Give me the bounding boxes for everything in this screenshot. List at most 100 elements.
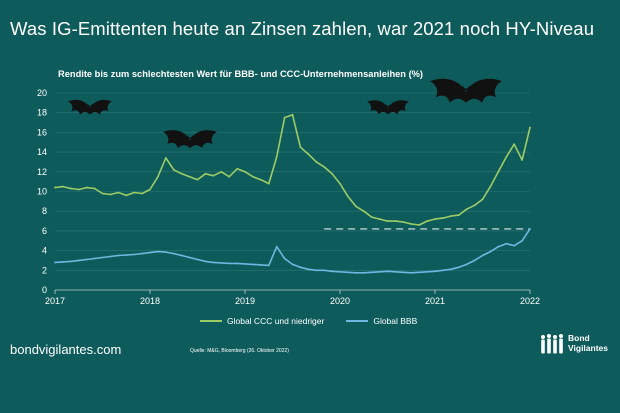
people-logo-icon [541,334,563,354]
data-point-bbb [252,263,254,266]
source-note: Quelle: M&G, Bloomberg (26. Oktober 2022… [190,348,289,354]
data-point-ccc [212,174,215,177]
data-point-bbb [85,258,88,261]
data-point-ccc [101,192,104,195]
data-point-bbb [149,251,151,254]
y-tick-label: 12 [37,167,47,177]
data-point-ccc [244,170,246,173]
data-point-ccc [426,220,428,222]
data-point-bbb [133,253,136,256]
data-point-ccc [465,208,468,211]
data-point-ccc [315,161,318,163]
data-point-ccc [354,205,357,208]
data-point-bbb [125,254,128,256]
data-point-ccc [347,195,349,198]
data-point-bbb [442,269,444,272]
data-point-ccc [513,143,516,146]
data-point-ccc [77,188,80,191]
data-point-ccc [228,175,231,178]
data-point-ccc [125,194,128,197]
data-point-ccc [164,157,167,159]
data-point-ccc [259,178,262,181]
data-point-bbb [347,271,349,274]
legend-item-bbb: Global BBB [346,316,417,326]
data-point-ccc [109,193,112,196]
data-point-bbb [521,239,523,242]
data-point-ccc [133,191,136,194]
series-line-ccc [54,113,531,226]
x-tick-label: 2017 [45,296,65,306]
data-point-bbb [315,269,318,272]
data-point-ccc [172,168,175,171]
data-point-bbb [505,242,508,245]
data-point-ccc [220,170,223,173]
y-tick-label: 4 [42,246,47,256]
data-point-ccc [442,217,444,219]
bat-icon [163,130,217,149]
data-point-bbb [62,261,64,263]
bat-icon [430,78,502,103]
y-tick-label: 16 [37,127,47,137]
data-point-ccc [85,186,88,189]
logo-text-line1: Bond [568,333,590,343]
y-tick-label: 20 [37,88,47,98]
data-point-ccc [449,215,452,218]
data-point-ccc [69,187,72,190]
data-point-ccc [473,204,476,207]
data-point-bbb [180,254,183,257]
data-point-ccc [283,116,286,119]
data-point-bbb [394,270,397,273]
bond-vigilantes-logo: Bond Vigilantes [540,333,610,357]
data-point-bbb [481,254,484,257]
data-point-bbb [402,271,405,274]
data-point-ccc [339,182,341,185]
data-point-bbb [418,271,421,274]
data-point-bbb [307,268,310,271]
data-point-ccc [481,198,484,201]
data-point-bbb [370,271,373,274]
data-point-bbb [93,257,96,260]
y-tick-label: 6 [42,226,47,236]
x-tick-label: 2020 [330,296,350,306]
data-point-bbb [172,252,175,255]
data-point-bbb [259,263,262,266]
data-point-ccc [410,223,413,225]
data-point-bbb [457,266,460,269]
data-point-ccc [236,167,238,170]
page-headline: Was IG-Emittenten heute an Zinsen zahlen… [10,18,595,39]
data-point-bbb [299,266,302,269]
data-point-ccc [299,146,302,149]
data-point-bbb [513,244,516,247]
data-point-ccc [489,185,492,188]
bat-icon [68,99,112,115]
legend-label-ccc: Global CCC und niedriger [227,316,325,326]
data-point-bbb [323,269,326,272]
data-point-bbb [410,271,413,274]
data-point-bbb [378,270,381,273]
data-point-bbb [157,250,159,253]
data-point-bbb [434,270,436,273]
data-point-ccc [378,218,381,220]
data-point-ccc [529,126,531,129]
data-point-bbb [220,262,223,264]
data-point-ccc [157,175,159,178]
data-point-ccc [434,218,436,220]
data-point-ccc [497,170,500,173]
data-point-bbb [497,245,500,248]
data-point-ccc [386,220,389,222]
data-point-ccc [402,221,405,223]
data-point-bbb [204,260,207,263]
chart-legend: Global CCC und niedriger Global BBB [200,316,417,326]
data-point-bbb [101,256,104,259]
data-point-bbb [465,263,468,266]
y-tick-label: 10 [37,187,47,197]
data-point-ccc [149,188,151,191]
bat-icon [367,100,409,115]
data-point-bbb [473,259,476,262]
footer-url[interactable]: bondvigilantes.com [10,342,122,357]
data-point-ccc [323,165,326,168]
data-point-ccc [117,191,120,194]
data-point-bbb [212,261,215,264]
legend-swatch-ccc [200,320,222,322]
